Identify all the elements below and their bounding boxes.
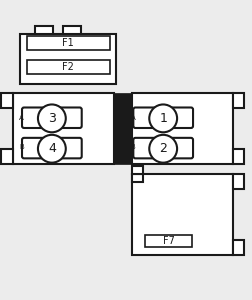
Text: B: B bbox=[130, 145, 135, 151]
Bar bbox=[232, 93, 243, 108]
Text: 1: 1 bbox=[159, 112, 167, 125]
Bar bbox=[131, 174, 232, 255]
FancyBboxPatch shape bbox=[22, 138, 81, 158]
Bar bbox=[131, 93, 232, 164]
FancyBboxPatch shape bbox=[133, 138, 192, 158]
Bar bbox=[113, 93, 131, 164]
Bar bbox=[232, 240, 243, 255]
Bar bbox=[145, 235, 192, 247]
Bar bbox=[20, 34, 116, 84]
Bar bbox=[1, 149, 13, 164]
Bar bbox=[131, 167, 142, 174]
Text: 4: 4 bbox=[48, 142, 56, 155]
FancyBboxPatch shape bbox=[133, 107, 192, 128]
Text: 2: 2 bbox=[159, 142, 167, 155]
Circle shape bbox=[38, 104, 66, 132]
Text: A: A bbox=[130, 115, 135, 121]
Circle shape bbox=[149, 104, 176, 132]
Text: F2: F2 bbox=[62, 62, 74, 72]
Circle shape bbox=[149, 135, 176, 163]
Bar bbox=[13, 93, 113, 164]
Bar bbox=[26, 60, 110, 74]
Text: F7: F7 bbox=[162, 236, 174, 246]
Bar bbox=[26, 36, 110, 50]
Bar bbox=[232, 149, 243, 164]
Bar bbox=[63, 26, 81, 34]
Text: A: A bbox=[19, 115, 24, 121]
Bar bbox=[35, 26, 53, 34]
Text: B: B bbox=[19, 145, 24, 151]
Circle shape bbox=[38, 135, 66, 163]
Bar bbox=[131, 174, 142, 182]
Bar bbox=[232, 174, 243, 189]
Bar bbox=[1, 93, 13, 108]
Text: F1: F1 bbox=[62, 38, 74, 48]
FancyBboxPatch shape bbox=[22, 107, 81, 128]
Text: 3: 3 bbox=[48, 112, 56, 125]
